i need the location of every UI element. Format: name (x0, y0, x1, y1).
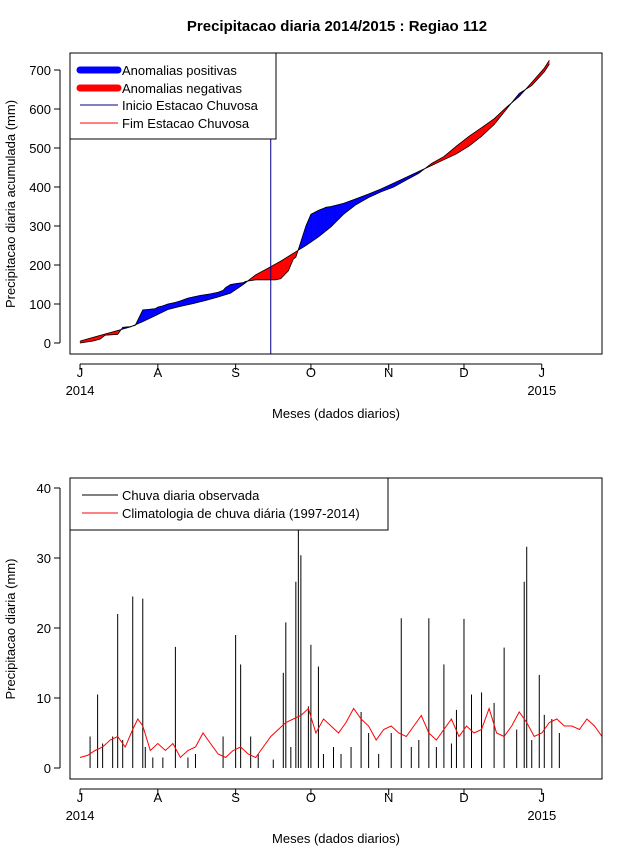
legend-label-observed: Chuva diaria observada (122, 488, 260, 503)
chart-1-x-tick-label: J (539, 365, 546, 380)
chart-1-ylabel: Precipitacao diaria acumulada (mm) (3, 100, 18, 308)
chart-2-ylabel: Precipitacao diaria (mm) (3, 559, 18, 700)
chart-2-legend-box (69, 477, 389, 531)
chart-1-x-tick-label: O (306, 365, 316, 380)
chart-1-y-tick-label: 500 (29, 141, 51, 156)
chart-2-legend: Chuva diaria observada Climatologia de c… (69, 477, 389, 531)
chart-2-year-label: 2014 (66, 808, 95, 823)
observed-cumulative-line (79, 63, 550, 344)
chart-1-y-tick-label: 100 (29, 297, 51, 312)
chart-1-y-tick-label: 0 (44, 336, 51, 351)
chart-2-x-tick-label: J (77, 790, 84, 805)
climatology-cumulative-line (79, 60, 550, 342)
chart-1-x-tick-label: S (231, 365, 240, 380)
chart-1-title: Precipitacao diaria 2014/2015 : Regiao 1… (187, 18, 487, 35)
chart-2-x-tick-label: S (231, 790, 240, 805)
chart-2-x-tick-label: J (539, 790, 546, 805)
chart-1-x-tick-label: N (384, 365, 393, 380)
chart-2-bars (89, 530, 560, 768)
chart-1-y-tick-label: 300 (29, 219, 51, 234)
climatology-line (79, 706, 603, 759)
chart-2-y-tick-label: 40 (37, 481, 51, 496)
legend-label-positive: Anomalias positivas (122, 63, 237, 78)
chart-2-y-tick-label: 10 (37, 691, 51, 706)
chart-1-y-tick-label: 600 (29, 102, 51, 117)
chart-2-y-tick-label: 20 (37, 621, 51, 636)
chart-2-y-tick-label: 30 (37, 551, 51, 566)
chart-2-x-tick-label: D (459, 790, 468, 805)
chart-2-x-tick-label: O (306, 790, 316, 805)
chart-1-y-tick-label: 700 (29, 63, 51, 78)
chart-1-xlabel: Meses (dados diarios) (272, 406, 400, 421)
chart-2-climatology (79, 706, 603, 759)
legend-label-start: Inicio Estacao Chuvosa (122, 98, 259, 113)
chart-1-y-tick-label: 200 (29, 258, 51, 273)
chart-1-legend: Anomalias positivas Anomalias negativas … (69, 52, 277, 140)
chart-2-xlabel: Meses (dados diarios) (272, 831, 400, 846)
chart-1-y-tick-label: 400 (29, 180, 51, 195)
chart-1-year-label: 2014 (66, 383, 95, 398)
chart-2-x-tick-label: A (153, 790, 162, 805)
legend-label-climatology: Climatologia de chuva diária (1997-2014) (122, 506, 360, 521)
chart-1-x-tick-label: D (459, 365, 468, 380)
chart-1-year-label: 2015 (527, 383, 556, 398)
chart-1-x-tick-label: J (77, 365, 84, 380)
legend-label-end: Fim Estacao Chuvosa (122, 116, 250, 131)
chart-2-year-label: 2015 (527, 808, 556, 823)
chart-2-x-tick-label: N (384, 790, 393, 805)
chart-1-x-tick-label: A (153, 365, 162, 380)
chart-2-y-tick-label: 0 (44, 761, 51, 776)
legend-label-negative: Anomalias negativas (122, 81, 242, 96)
chart-2-axes: 0 10 20 30 40 J A S O N D J 2014 2015 (37, 481, 557, 823)
chart-1-plot-frame (69, 52, 603, 355)
chart-1-axes: 0 100 200 300 400 500 600 700 J A S O N D J 2014 2015 (29, 63, 556, 398)
